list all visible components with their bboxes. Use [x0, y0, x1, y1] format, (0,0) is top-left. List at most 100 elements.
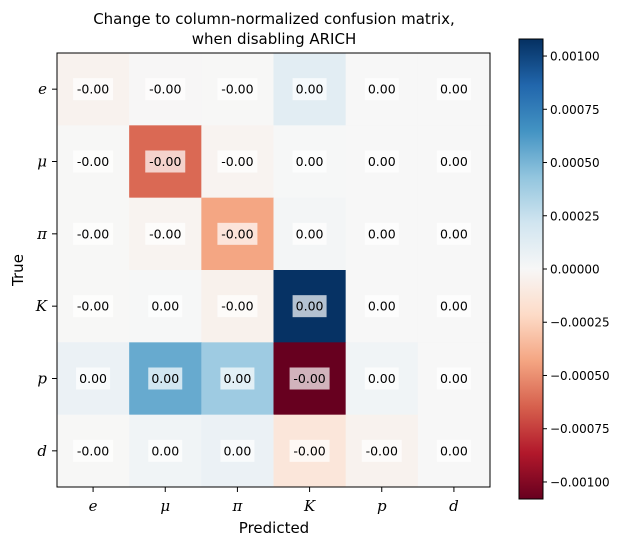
cell-label: 0.00 — [368, 371, 396, 386]
cell-label-box — [73, 150, 114, 173]
cell-label-box — [364, 222, 399, 245]
cell-label: 0.00 — [151, 299, 179, 314]
x-tick-label: p — [377, 497, 387, 515]
cell-label: 0.00 — [368, 82, 396, 97]
cell-label-box — [220, 439, 255, 462]
cell-label: 0.00 — [79, 371, 107, 386]
cell-label: -0.00 — [221, 82, 253, 97]
cell-label-box — [289, 367, 330, 390]
y-tick-label: d — [37, 442, 47, 460]
cell-label-box — [436, 439, 471, 462]
colorbar-tick-label: −0.00025 — [550, 316, 610, 330]
colorbar-ticks: 0.00100 0.00075 0.00050 0.00025 0.00000 −0.00… — [543, 50, 610, 489]
cell-label: 0.00 — [151, 371, 179, 386]
y-tick-label: K — [35, 297, 48, 315]
cell-label-box — [145, 150, 186, 173]
colorbar-tick-label: 0.00000 — [550, 263, 600, 277]
cell-label: 0.00 — [296, 154, 324, 169]
cell-label: -0.00 — [293, 371, 325, 386]
cell-label-box — [217, 222, 258, 245]
cell-label-box — [292, 150, 327, 173]
x-tick-label: μ — [160, 497, 170, 515]
colorbar — [518, 38, 544, 500]
cell-label-box — [148, 295, 183, 318]
cell-label-box — [148, 439, 183, 462]
cell-label-box — [436, 222, 471, 245]
y-axis-ticks: e μ π Kp d — [35, 80, 57, 460]
cell-label: 0.00 — [440, 82, 468, 97]
cell-label: 0.00 — [296, 82, 324, 97]
x-tick-label: K — [303, 497, 316, 515]
colorbar-tick-label: −0.00100 — [550, 475, 610, 489]
cell-label-box — [73, 222, 114, 245]
cell-label: -0.00 — [77, 226, 109, 241]
cell-label-box — [436, 78, 471, 101]
cell-label: -0.00 — [149, 82, 181, 97]
cell-label: 0.00 — [223, 443, 251, 458]
cell-label: -0.00 — [221, 226, 253, 241]
cell-label-box — [364, 367, 399, 390]
x-tick-label: d — [449, 497, 459, 515]
x-axis-label: Predicted — [239, 519, 309, 537]
cell-label: 0.00 — [223, 371, 251, 386]
chart-title: Change to column-normalized confusion ma… — [93, 10, 455, 28]
cell-label: 0.00 — [440, 154, 468, 169]
cell-label-box — [145, 222, 186, 245]
cell-label-box — [292, 78, 327, 101]
cell-label: 0.00 — [296, 226, 324, 241]
cell-label: -0.00 — [293, 443, 325, 458]
colorbar-tick-label: 0.00050 — [550, 156, 600, 170]
cell-label: 0.00 — [151, 443, 179, 458]
cell-label-box — [289, 439, 330, 462]
y-tick-label: π — [36, 225, 48, 243]
cell-label-box — [73, 439, 114, 462]
cell-label-box — [364, 295, 399, 318]
y-axis-label: True — [9, 254, 27, 287]
cell-label: -0.00 — [366, 443, 398, 458]
cell-label: 0.00 — [440, 299, 468, 314]
cell-label: 0.00 — [440, 443, 468, 458]
cell-label: 0.00 — [368, 299, 396, 314]
colorbar-tick-label: −0.00050 — [550, 369, 610, 383]
cell-label-box — [220, 367, 255, 390]
x-tick-label: π — [231, 497, 243, 515]
cell-label-box — [361, 439, 402, 462]
heatmap-cells: -0.00 -0.00 -0.00 0.00 0.00 0.00 -0.00 -0.00 -0.… — [57, 53, 491, 488]
cell-label-box — [145, 78, 186, 101]
cell-label-box — [73, 295, 114, 318]
y-tick-label: μ — [37, 153, 47, 171]
cell-label-box — [217, 295, 258, 318]
chart-title-line2: when disabling ARICH — [192, 30, 357, 48]
colorbar-tick-label: 0.00100 — [550, 50, 600, 64]
cell-label: 0.00 — [368, 226, 396, 241]
cell-label: 0.00 — [368, 154, 396, 169]
cell-label-box — [364, 150, 399, 173]
y-tick-label: p — [37, 370, 47, 388]
cell-label-box — [364, 78, 399, 101]
cell-label-box — [217, 150, 258, 173]
cell-label: -0.00 — [77, 154, 109, 169]
y-tick-label: e — [38, 80, 47, 98]
cell-label: -0.00 — [149, 226, 181, 241]
cell-label: -0.00 — [77, 443, 109, 458]
x-tick-label: e — [89, 497, 98, 515]
cell-label: -0.00 — [221, 154, 253, 169]
cell-label-box — [73, 78, 114, 101]
cell-label: 0.00 — [296, 299, 324, 314]
cell-label-box — [292, 222, 327, 245]
cell-label: -0.00 — [221, 299, 253, 314]
cell-label: -0.00 — [77, 299, 109, 314]
cell-label-box — [292, 295, 327, 318]
cell-label-box — [436, 150, 471, 173]
colorbar-tick-label: 0.00075 — [550, 103, 600, 117]
plot-frame — [56, 52, 491, 488]
cell-label: -0.00 — [77, 82, 109, 97]
colorbar-tick-label: 0.00025 — [550, 209, 600, 223]
cell-label-box — [436, 367, 471, 390]
cell-label-box — [76, 367, 111, 390]
cell-label: -0.00 — [149, 154, 181, 169]
cell-label-box — [217, 78, 258, 101]
cell-label: 0.00 — [440, 226, 468, 241]
